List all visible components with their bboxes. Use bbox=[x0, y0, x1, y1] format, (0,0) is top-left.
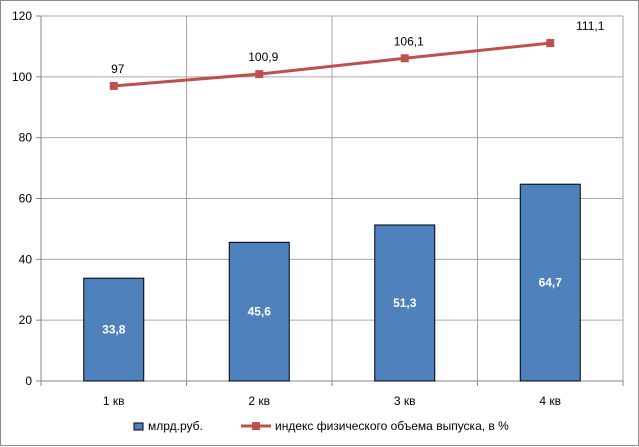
bar-layer bbox=[83, 183, 581, 382]
bar-data-label: 64,7 bbox=[539, 276, 563, 290]
line-layer bbox=[109, 39, 555, 90]
y-tick-label: 40 bbox=[19, 252, 33, 266]
line-data-label: 100,9 bbox=[248, 50, 278, 64]
bar-data-label: 51,3 bbox=[393, 296, 417, 310]
legend-line-marker bbox=[252, 422, 260, 430]
y-tick-label: 0 bbox=[25, 374, 32, 388]
label-layer: 33,8 45,6 51,3 64,7 97 100,9 106,1 111,1 bbox=[102, 19, 605, 337]
axis-layer: 0 20 40 60 80 100 120 1 кв 2 кв 3 кв 4 кв bbox=[12, 9, 624, 408]
x-tick-label: 1 кв bbox=[103, 394, 125, 408]
bar bbox=[83, 277, 145, 382]
legend-layer: млрд.руб. индекс физического объема выпус… bbox=[133, 419, 509, 433]
legend-label: млрд.руб. bbox=[148, 419, 203, 433]
grid-layer bbox=[41, 15, 624, 381]
bar bbox=[519, 183, 581, 382]
line-data-label: 106,1 bbox=[394, 34, 424, 48]
series-line bbox=[113, 41, 551, 88]
bar-data-label: 33,8 bbox=[102, 323, 126, 337]
line-marker bbox=[255, 70, 264, 79]
line-data-label: 111,1 bbox=[576, 19, 605, 33]
line-marker bbox=[400, 54, 409, 63]
x-tick-label: 3 кв bbox=[394, 394, 416, 408]
bar bbox=[228, 241, 290, 382]
x-tick-label: 4 кв bbox=[539, 394, 561, 408]
y-tick-label: 60 bbox=[19, 192, 33, 206]
bar-data-label: 45,6 bbox=[248, 305, 272, 319]
line-data-label: 97 bbox=[111, 62, 125, 76]
legend-bar-swatch bbox=[133, 422, 144, 431]
y-tick-label: 80 bbox=[19, 131, 33, 145]
line-marker bbox=[546, 39, 555, 48]
line-marker bbox=[109, 81, 118, 90]
x-tick-label: 2 кв bbox=[248, 394, 270, 408]
y-tick-label: 20 bbox=[19, 313, 33, 327]
legend-label: индекс физического объема выпуска, в % bbox=[275, 419, 509, 433]
y-tick-label: 100 bbox=[12, 70, 32, 84]
y-tick-label: 120 bbox=[12, 9, 32, 23]
bar bbox=[374, 224, 436, 382]
